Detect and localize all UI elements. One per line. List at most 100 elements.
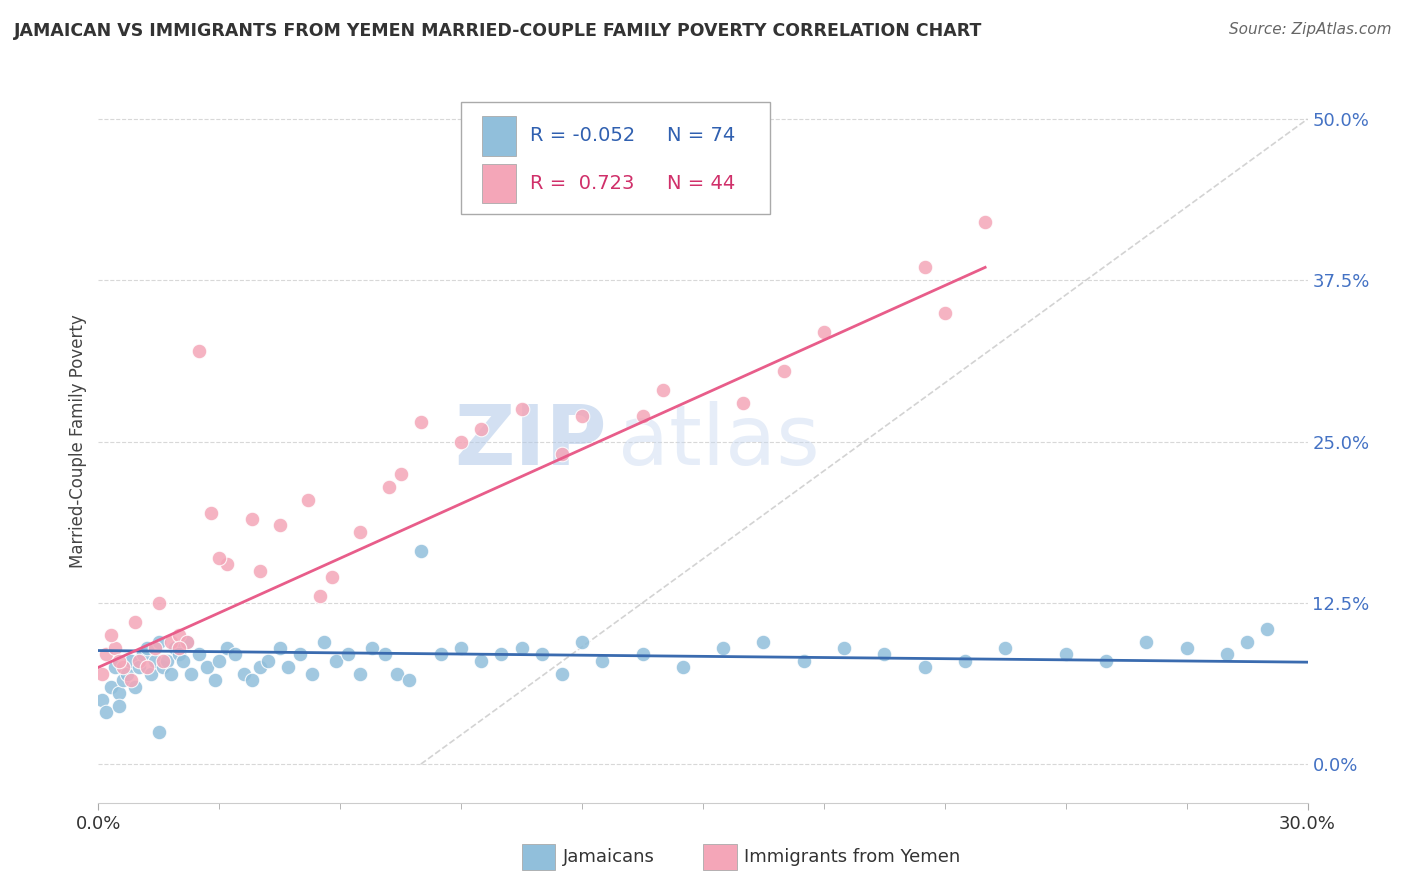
Point	[124, 615, 146, 630]
Point	[152, 654, 174, 668]
Point	[96, 706, 118, 720]
Point	[139, 666, 162, 681]
Point	[148, 634, 170, 648]
Point	[152, 660, 174, 674]
Point	[269, 518, 291, 533]
Point	[240, 512, 263, 526]
Point	[591, 654, 613, 668]
Point	[491, 648, 513, 662]
Point	[309, 590, 332, 604]
Point	[711, 640, 734, 655]
Point	[148, 724, 170, 739]
Point	[256, 654, 278, 668]
Point	[321, 570, 343, 584]
Point	[269, 640, 291, 655]
Point	[176, 634, 198, 648]
Point	[409, 415, 432, 429]
Point	[994, 640, 1017, 655]
Point	[135, 660, 157, 674]
Point	[217, 557, 239, 571]
Point	[470, 654, 492, 668]
Point	[1054, 648, 1077, 662]
Point	[156, 654, 179, 668]
Point	[232, 666, 254, 681]
Point	[450, 640, 472, 655]
Point	[672, 660, 695, 674]
Point	[128, 660, 150, 674]
Point	[301, 666, 323, 681]
Point	[772, 363, 794, 377]
Point	[873, 648, 896, 662]
Point	[551, 447, 574, 461]
Point	[793, 654, 815, 668]
Point	[325, 654, 347, 668]
Text: R =  0.723: R = 0.723	[530, 174, 634, 193]
Point	[200, 506, 222, 520]
Point	[172, 654, 194, 668]
Point	[103, 640, 125, 655]
Point	[188, 344, 211, 359]
Point	[160, 666, 183, 681]
Y-axis label: Married-Couple Family Poverty: Married-Couple Family Poverty	[69, 315, 87, 568]
Point	[1236, 634, 1258, 648]
Point	[167, 628, 190, 642]
Point	[180, 666, 202, 681]
Point	[208, 654, 231, 668]
Point	[111, 660, 134, 674]
Point	[377, 480, 399, 494]
Point	[530, 648, 553, 662]
Point	[224, 648, 246, 662]
Point	[752, 634, 775, 648]
Point	[651, 383, 673, 397]
Point	[195, 660, 218, 674]
Point	[288, 648, 311, 662]
Point	[132, 648, 155, 662]
Point	[349, 666, 371, 681]
Point	[631, 648, 654, 662]
Point	[297, 492, 319, 507]
Point	[914, 260, 936, 275]
Point	[160, 634, 183, 648]
Point	[204, 673, 226, 688]
Point	[510, 640, 533, 655]
Point	[249, 660, 271, 674]
Point	[389, 467, 412, 481]
Point	[631, 409, 654, 423]
Point	[111, 673, 134, 688]
Point	[409, 544, 432, 558]
Point	[100, 628, 122, 642]
Point	[832, 640, 855, 655]
Point	[163, 640, 186, 655]
Point	[188, 648, 211, 662]
Point	[733, 396, 755, 410]
Point	[430, 648, 453, 662]
Point	[167, 648, 190, 662]
Point	[107, 654, 129, 668]
Point	[217, 640, 239, 655]
Point	[277, 660, 299, 674]
Point	[974, 215, 997, 229]
Point	[361, 640, 384, 655]
Point	[91, 692, 114, 706]
Point	[240, 673, 263, 688]
FancyBboxPatch shape	[482, 164, 516, 203]
Point	[167, 640, 190, 655]
Point	[100, 680, 122, 694]
Point	[1095, 654, 1118, 668]
Point	[128, 654, 150, 668]
Point	[385, 666, 408, 681]
Point	[148, 596, 170, 610]
Point	[374, 648, 396, 662]
FancyBboxPatch shape	[482, 116, 516, 156]
Text: Jamaicans: Jamaicans	[562, 848, 655, 866]
Text: Source: ZipAtlas.com: Source: ZipAtlas.com	[1229, 22, 1392, 37]
Point	[349, 524, 371, 539]
Point	[249, 564, 271, 578]
Point	[107, 699, 129, 714]
Point	[398, 673, 420, 688]
Point	[934, 305, 956, 319]
Text: N = 44: N = 44	[666, 174, 735, 193]
Point	[208, 550, 231, 565]
Text: atlas: atlas	[619, 401, 820, 482]
Point	[120, 654, 142, 668]
